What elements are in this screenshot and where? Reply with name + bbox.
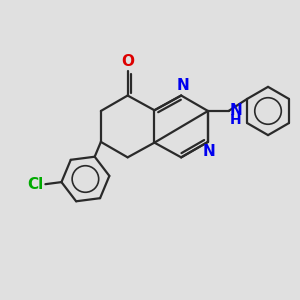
Text: Cl: Cl [27, 177, 43, 192]
Text: N: N [203, 144, 216, 159]
Text: H: H [230, 113, 242, 128]
Text: N: N [176, 78, 189, 93]
Text: O: O [121, 54, 134, 69]
Text: N: N [230, 103, 243, 118]
